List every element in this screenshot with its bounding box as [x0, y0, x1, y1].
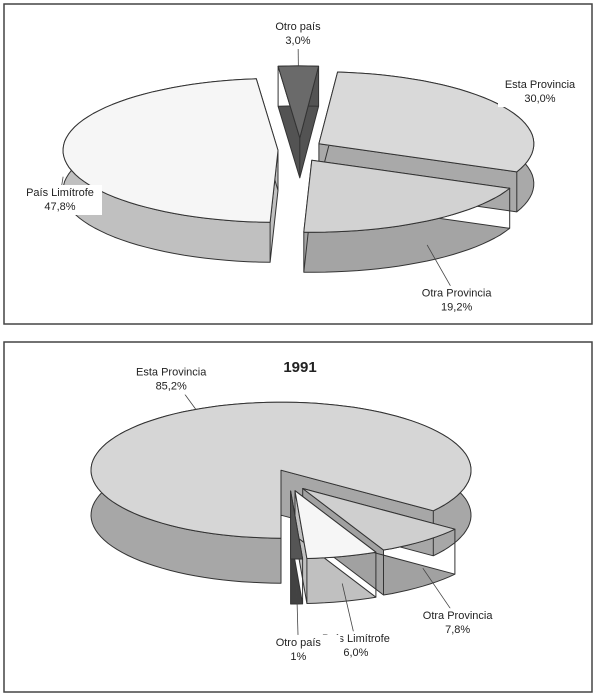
value-label: 6,0% — [343, 647, 368, 659]
slice-label: País Limítrofe — [26, 187, 94, 199]
slice-label: Otra Provincia — [423, 610, 494, 622]
slice — [90, 401, 472, 539]
label-bg — [498, 77, 582, 108]
value-label: 7,8% — [445, 624, 470, 636]
label-bg — [255, 19, 340, 49]
slice-label: Otro país — [275, 21, 321, 33]
slice — [290, 490, 304, 560]
value-label: 47,8% — [44, 201, 75, 213]
slice-label: Esta Provincia — [136, 367, 207, 379]
chart-title: 1991 — [283, 359, 316, 376]
label-bg — [415, 608, 500, 639]
label-bg — [414, 285, 499, 316]
slice — [302, 488, 456, 551]
value-label: 3,0% — [285, 35, 310, 47]
value-label: 1% — [290, 651, 306, 663]
slice-label: Otra Provincia — [422, 288, 493, 300]
value-label: 85,2% — [156, 381, 187, 393]
value-label: 30,0% — [524, 93, 555, 105]
label-bg — [256, 634, 341, 665]
slice-label: Esta Provincia — [505, 79, 576, 91]
slice-label: Otro país — [276, 637, 322, 649]
slice — [62, 78, 279, 223]
label-bg — [18, 184, 102, 215]
label-bg — [129, 364, 214, 395]
slice — [303, 159, 511, 233]
value-label: 19,2% — [441, 302, 472, 314]
slice — [294, 490, 377, 559]
